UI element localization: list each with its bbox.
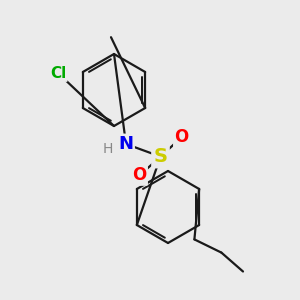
Text: O: O [132, 167, 147, 184]
Text: N: N [118, 135, 134, 153]
Text: H: H [103, 142, 113, 156]
Text: S: S [154, 147, 167, 166]
Text: O: O [174, 128, 189, 146]
Text: Cl: Cl [50, 66, 67, 81]
